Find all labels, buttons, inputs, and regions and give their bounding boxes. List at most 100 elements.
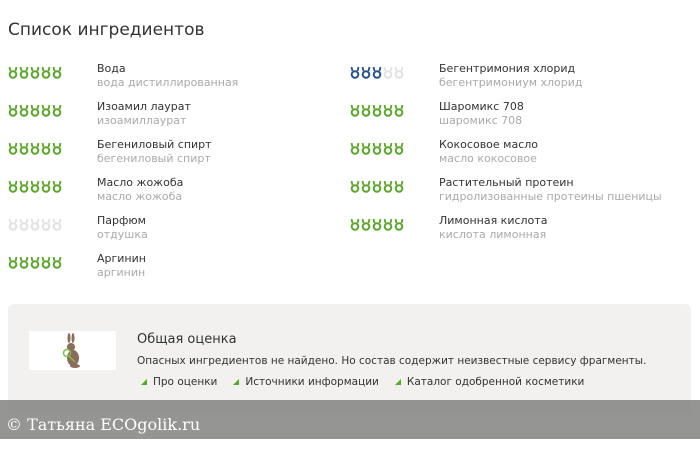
ingredient-name[interactable]: Кокосовое масло — [439, 138, 539, 151]
link-label[interactable]: Каталог одобренной косметики — [406, 376, 585, 388]
rabbit-rating-icon — [350, 142, 360, 155]
rating — [350, 66, 404, 79]
page-title: Список ингредиентов — [8, 20, 205, 40]
rabbit-rating-icon — [41, 142, 51, 155]
rabbit-rating-icon — [30, 180, 40, 193]
rating — [8, 142, 62, 155]
ingredient-inci: бегентримониум хлорид — [439, 76, 583, 89]
rating — [8, 180, 62, 193]
rabbit-rating-icon — [361, 218, 371, 231]
ingredient-row[interactable]: Аргинин аргинин — [8, 252, 338, 286]
rabbit-rating-icon — [350, 180, 360, 193]
rabbit-rating-icon — [383, 142, 393, 155]
rating — [8, 218, 62, 231]
rating — [8, 66, 62, 79]
rabbit-rating-icon — [361, 180, 371, 193]
rabbit-rating-icon — [372, 104, 382, 117]
ingredient-inci: шаромикс 708 — [439, 114, 523, 127]
ingredient-row[interactable]: Бегентримония хлорид бегентримониум хлори… — [350, 62, 680, 96]
triangle-icon — [141, 379, 147, 385]
rabbit-rating-icon — [372, 142, 382, 155]
ingredient-row[interactable]: Вода вода дистиллированная — [8, 62, 338, 96]
rabbit-rating-icon — [394, 142, 404, 155]
rabbit-rating-icon — [52, 104, 62, 117]
ingredient-row[interactable]: Изоамил лаурат изоамиллаурат — [8, 100, 338, 134]
rabbit-rating-icon — [361, 66, 371, 79]
link-label[interactable]: Про оценки — [153, 376, 218, 388]
ingredient-row[interactable]: Парфюм отдушка — [8, 214, 338, 248]
ingredient-name[interactable]: Растительный протеин — [439, 176, 574, 189]
ingredient-row[interactable]: Шаромикс 708 шаромикс 708 — [350, 100, 680, 134]
summary-title: Общая оценка — [137, 332, 237, 347]
rabbit-rating-icon — [383, 180, 393, 193]
rabbit-rating-icon — [19, 256, 29, 269]
ingredient-name[interactable]: Аргинин — [97, 252, 146, 265]
rabbit-rating-icon — [41, 256, 51, 269]
rabbit-rating-icon — [30, 142, 40, 155]
ingredient-name[interactable]: Бегениловый спирт — [97, 138, 212, 151]
summary-panel: Общая оценка Опасных ингредиентов не най… — [8, 304, 691, 414]
rabbit-rating-icon — [30, 218, 40, 231]
rabbit-rating-icon — [350, 66, 360, 79]
ingredient-inci: вода дистиллированная — [97, 76, 239, 89]
rabbit-rating-icon — [8, 218, 18, 231]
rabbit-rating-icon — [8, 256, 18, 269]
watermark: © Татьяна ECOgolik.ru — [0, 400, 700, 439]
ingredient-inci: гидролизованные протеины пшеницы — [439, 190, 662, 203]
rabbit-rating-icon — [41, 180, 51, 193]
rabbit-rating-icon — [19, 104, 29, 117]
triangle-icon — [233, 379, 240, 385]
ingredient-inci: масло жожоба — [97, 190, 183, 203]
ingredient-name[interactable]: Лимонная кислота — [439, 214, 548, 227]
rabbit-rating-icon — [8, 142, 18, 155]
rabbit-rating-icon — [30, 104, 40, 117]
ingredient-row[interactable]: Масло жожоба масло жожоба — [8, 176, 338, 210]
ingredient-name[interactable]: Бегентримония хлорид — [439, 62, 576, 75]
rabbit-rating-icon — [383, 104, 393, 117]
rabbit-rating-icon — [30, 256, 40, 269]
link-about-ratings[interactable]: Про оценки — [141, 376, 217, 388]
rabbit-rating-icon — [383, 218, 393, 231]
rabbit-rating-icon — [383, 66, 393, 79]
rabbit-rating-icon — [52, 66, 62, 79]
summary-text: Опасных ингредиентов не найдено. Но сост… — [137, 355, 647, 367]
rabbit-rating-icon — [41, 104, 51, 117]
link-label[interactable]: Источники информации — [245, 376, 379, 388]
rabbit-rating-icon — [361, 142, 371, 155]
ingredient-name[interactable]: Изоамил лаурат — [97, 100, 191, 113]
ingredient-inci: масло кокосовое — [439, 152, 537, 165]
ingredient-row[interactable]: Кокосовое масло масло кокосовое — [350, 138, 680, 172]
rabbit-rating-icon — [19, 218, 29, 231]
ingredient-inci: отдушка — [97, 228, 148, 241]
ingredient-inci: аргинин — [97, 266, 146, 279]
rabbit-rating-icon — [372, 180, 382, 193]
ingredient-name[interactable]: Масло жожоба — [97, 176, 184, 189]
rabbit-rating-icon — [372, 66, 382, 79]
rabbit-rating-icon — [52, 180, 62, 193]
rating — [8, 104, 62, 117]
rabbit-rating-icon — [19, 142, 29, 155]
rabbit-rating-icon — [394, 104, 404, 117]
ingredient-inci: бегениловый спирт — [97, 152, 211, 165]
rabbit-rating-icon — [350, 104, 360, 117]
rabbit-logo — [29, 331, 116, 370]
ingredient-row[interactable]: Лимонная кислота кислота лимонная — [350, 214, 680, 248]
rabbit-rating-icon — [52, 218, 62, 231]
rating — [350, 218, 404, 231]
rabbit-rating-icon — [30, 66, 40, 79]
ingredient-row[interactable]: Растительный протеин гидролизованные прот… — [350, 176, 680, 210]
rabbit-rating-icon — [41, 66, 51, 79]
ingredient-inci: кислота лимонная — [439, 228, 547, 241]
rating — [8, 256, 62, 269]
ingredient-name[interactable]: Парфюм — [97, 214, 146, 227]
link-sources[interactable]: Источники информации — [233, 376, 379, 388]
ingredient-row[interactable]: Бегениловый спирт бегениловый спирт — [8, 138, 338, 172]
ingredient-name[interactable]: Вода — [97, 62, 126, 75]
rabbit-rating-icon — [8, 66, 18, 79]
ingredient-name[interactable]: Шаромикс 708 — [439, 100, 524, 113]
triangle-icon — [394, 379, 401, 385]
rabbit-rating-icon — [350, 218, 360, 231]
ingredient-inci: изоамиллаурат — [97, 114, 187, 127]
rabbit-rating-icon — [394, 180, 404, 193]
link-catalog[interactable]: Каталог одобренной косметики — [394, 376, 585, 388]
